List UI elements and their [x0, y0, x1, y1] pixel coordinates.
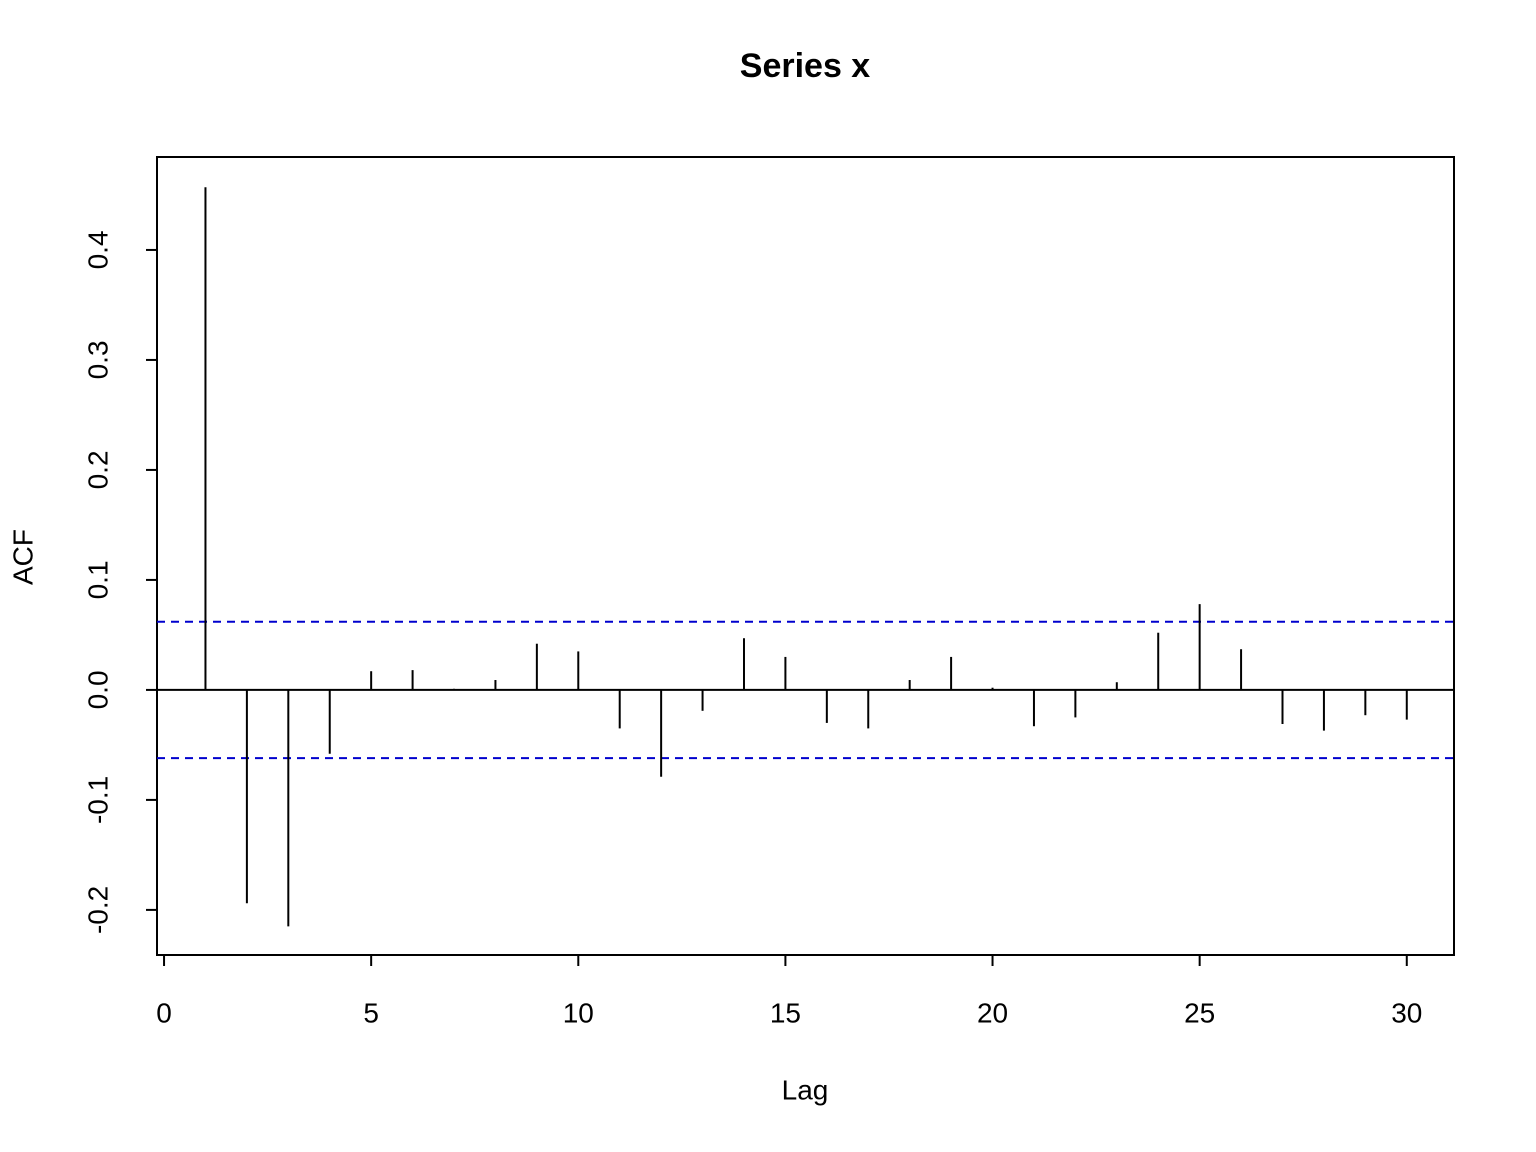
- y-axis-label: ACF: [7, 529, 38, 585]
- chart-title: Series x: [740, 47, 871, 85]
- y-tick-label: -0.2: [82, 886, 113, 934]
- x-tick-label: 30: [1391, 997, 1422, 1028]
- x-tick-label: 10: [563, 997, 594, 1028]
- x-axis-label: Lag: [782, 1074, 829, 1105]
- y-tick-label: 0.4: [82, 230, 113, 269]
- y-tick-label: 0.1: [82, 560, 113, 599]
- y-tick-label: 0.2: [82, 450, 113, 489]
- x-tick-label: 25: [1184, 997, 1215, 1028]
- y-tick-label: 0.0: [82, 670, 113, 709]
- y-tick-label: -0.1: [82, 776, 113, 824]
- x-tick-label: 20: [977, 997, 1008, 1028]
- x-tick-label: 5: [363, 997, 379, 1028]
- x-tick-label: 15: [770, 997, 801, 1028]
- x-tick-label: 0: [156, 997, 172, 1028]
- y-tick-label: 0.3: [82, 340, 113, 379]
